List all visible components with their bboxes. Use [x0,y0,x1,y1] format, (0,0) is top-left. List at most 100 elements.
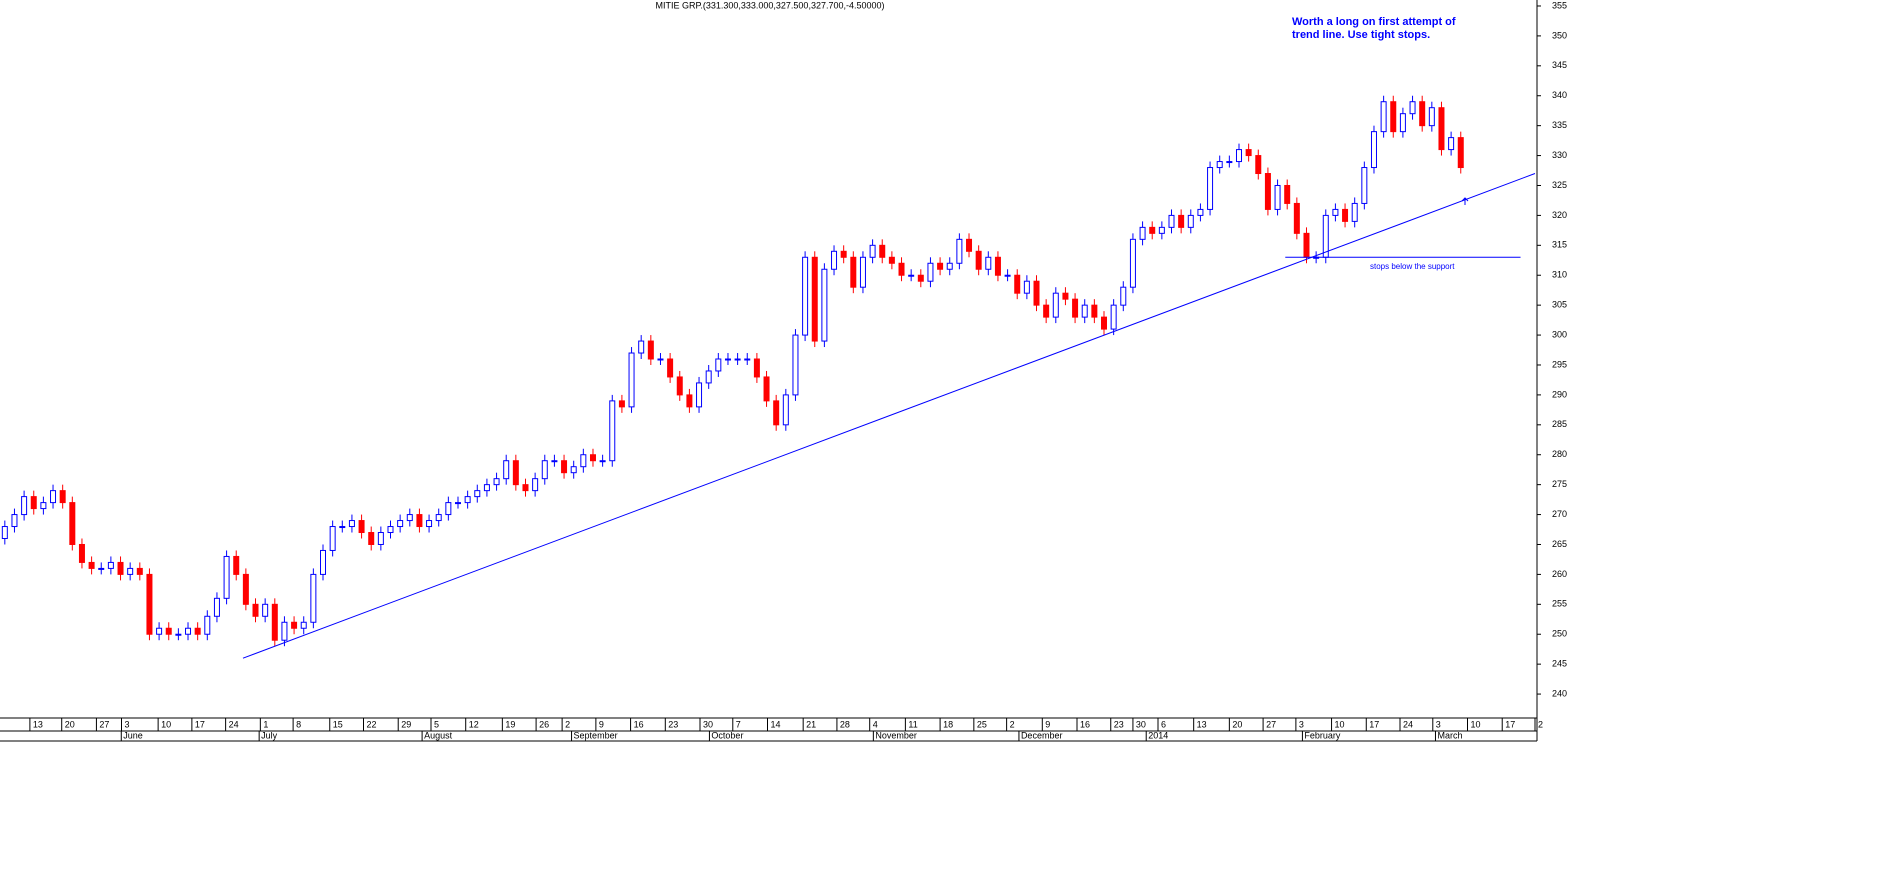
x-tick-label: 3 [1299,719,1304,729]
x-tick-label: 4 [873,719,878,729]
candle-body [686,394,693,408]
candle-body [358,520,365,534]
y-tick-label: 255 [1552,599,1567,609]
candle-body [821,268,828,342]
candle-body [1101,316,1108,330]
x-tick-label: 20 [65,719,75,729]
x-tick-label: 16 [1080,719,1090,729]
candle-body [1332,208,1339,216]
candle-body [744,358,751,361]
candle-body [512,460,519,486]
candle-body [204,615,211,635]
candle-body [464,496,471,504]
y-tick-label: 285 [1552,419,1567,429]
candle-body [21,496,28,516]
candle-body [657,358,664,361]
candle-body [1120,286,1127,306]
candle-body [291,621,298,629]
y-tick-label: 335 [1552,120,1567,130]
candle-body [676,376,683,396]
x-tick-label: 6 [1161,719,1166,729]
candle-body [329,526,336,551]
x-tick-label: 22 [367,719,377,729]
candle-body [1274,184,1281,210]
x-tick-label: 2 [565,719,570,729]
candle-body [1023,280,1030,294]
candle-body [908,274,915,277]
candle-body [898,262,905,276]
y-tick-label: 320 [1552,210,1567,220]
candle-body [937,262,944,270]
candle-body [773,400,780,426]
candle-body [156,627,163,635]
x-tick-label: 21 [806,719,816,729]
x-tick-label: 5 [434,719,439,729]
x-tick-label: 13 [1197,719,1207,729]
candle-body [1062,292,1069,300]
candle-body [782,394,789,426]
candle-body [927,262,934,282]
candle-body [734,358,741,361]
candle-body [570,466,577,474]
y-tick-label: 340 [1552,90,1567,100]
candle-body [985,256,992,270]
chart-title: MITIE GRP.(331.300,333.000,327.500,327.7… [656,0,885,10]
x-tick-label: 19 [505,719,515,729]
candle-body [1004,274,1011,277]
candle-body [185,627,192,635]
candle-body [127,567,134,575]
y-tick-label: 300 [1552,329,1567,339]
candle-body [1235,149,1242,163]
candle-body [1419,101,1426,127]
candle-body [850,256,857,288]
candle-body [994,256,1001,276]
y-tick-label: 250 [1552,629,1567,639]
candle-body [753,358,760,378]
candle-body [1351,202,1358,222]
candle-body [1081,304,1088,318]
candle-body [946,262,953,270]
y-tick-label: 325 [1552,180,1567,190]
y-tick-label: 315 [1552,240,1567,250]
y-tick-label: 280 [1552,449,1567,459]
candle-body [1342,208,1349,222]
month-label: August [424,730,453,740]
candle-body [69,502,76,545]
candle-body [59,490,66,504]
x-tick-label: 15 [333,719,343,729]
x-tick-label: 28 [840,719,850,729]
x-tick-label: 3 [124,719,129,729]
y-tick-label: 290 [1552,389,1567,399]
candle-body [1207,167,1214,210]
candle-body [377,532,384,545]
candle-body [78,543,85,563]
candle-body [242,573,249,605]
candle-body [348,520,355,528]
x-tick-label: 10 [1335,719,1345,729]
month-label: July [261,730,278,740]
candle-body [474,490,481,498]
candle-body [1110,304,1117,330]
candle-body [599,460,606,463]
candle-body [271,603,278,641]
candle-body [811,256,818,342]
candle-body [175,633,182,636]
candle-body [561,460,568,474]
candle-body [493,478,500,486]
x-tick-label: 2 [1538,719,1543,729]
candle-body [541,460,548,480]
candle-body [300,621,307,629]
month-label: March [1437,730,1462,740]
candle-body [445,502,452,516]
candle-body [310,573,317,623]
candle-body [792,334,799,396]
candle-body [589,454,596,462]
y-tick-label: 350 [1552,30,1567,40]
candle-body [831,250,838,270]
candle-body [339,526,346,529]
candle-body [1168,214,1175,228]
candle-body [1245,149,1252,157]
x-tick-label: 11 [908,719,917,729]
candle-body [715,358,722,372]
